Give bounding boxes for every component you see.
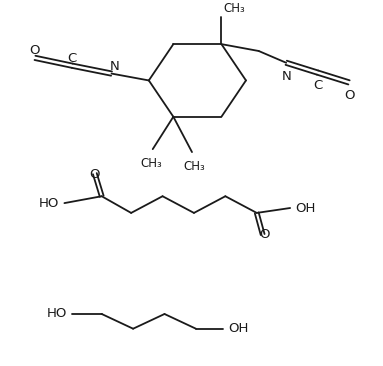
Text: O: O (90, 168, 100, 180)
Text: CH₃: CH₃ (223, 2, 245, 15)
Text: HO: HO (47, 307, 67, 321)
Text: C: C (68, 52, 77, 66)
Text: CH₃: CH₃ (183, 160, 205, 173)
Text: O: O (30, 45, 40, 57)
Text: C: C (313, 79, 322, 93)
Text: N: N (282, 70, 291, 83)
Text: O: O (259, 228, 270, 240)
Text: HO: HO (39, 197, 59, 210)
Text: N: N (110, 60, 119, 73)
Text: OH: OH (295, 202, 316, 214)
Text: OH: OH (228, 322, 249, 335)
Text: CH₃: CH₃ (140, 157, 162, 170)
Text: O: O (344, 89, 354, 102)
